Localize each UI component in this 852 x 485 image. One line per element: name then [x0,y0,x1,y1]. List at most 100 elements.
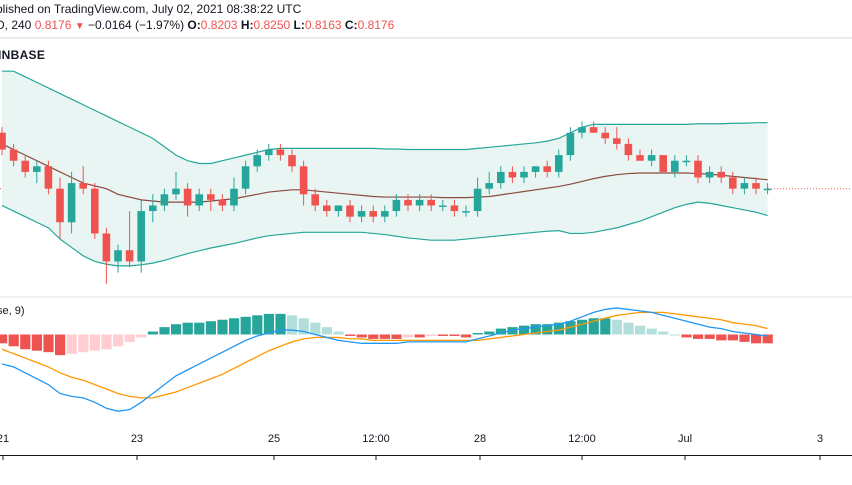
candle [566,127,575,161]
candle-body [450,205,459,212]
low-label: L: [293,18,305,32]
candle [647,149,656,167]
macd-histogram-bar [66,334,77,354]
candle-body [137,211,145,262]
low-value: 0.8163 [304,18,342,32]
macd-histogram-bar [391,334,402,339]
candles [0,121,772,284]
candle-body [601,132,609,139]
macd-histogram-bar [751,334,762,344]
candle-body [613,138,621,144]
macd-histogram-bar [635,325,646,335]
macd-histogram-bar [136,334,147,338]
candle-body [299,166,308,195]
macd-histogram-bar [55,334,66,356]
macd-histogram-bar [658,331,669,335]
candle [717,166,725,184]
candle-body [705,171,714,178]
macd-histogram-bar [565,321,576,335]
candle-body [0,132,6,150]
macd-histogram-bar [263,313,274,335]
macd-histogram-bar [426,334,437,336]
candle-body [114,250,122,262]
candle-body [740,183,749,189]
candle-body [566,132,575,156]
candle-body [404,199,412,206]
candle [369,205,377,223]
macd-histogram-bar [519,325,530,335]
candle [671,155,679,178]
candle [752,177,760,195]
macd-histogram-bar [577,319,588,335]
candle [67,171,76,234]
macd-histogram-bar [472,333,483,335]
macd-histogram-bar [553,322,564,335]
candle [44,160,53,195]
macd-histogram-bar [646,328,657,335]
candle [659,155,667,172]
candle-body [195,194,203,206]
macd-histogram-bar [43,334,54,353]
macd-histogram-bar [205,321,216,335]
candle [427,194,435,212]
macd-histogram-bar [356,334,367,338]
high-label: H: [240,18,254,32]
macd-histogram-bar [507,327,518,335]
candle [682,155,691,167]
candle [102,227,111,284]
macd-histogram-bar [101,334,112,350]
candle [230,177,238,212]
macd-histogram-bar [159,327,170,335]
candle-body [44,166,53,189]
macd-histogram-bar [31,334,42,351]
macd-histogram-bar [113,334,124,347]
candle-body [334,205,343,212]
macd-histogram-bar [368,334,379,339]
candle-body [647,155,656,161]
candle-body [183,188,192,206]
macd-histogram-bar [484,331,495,335]
candle-body [624,143,633,156]
macd-pane [0,307,773,412]
candle-body [682,160,691,163]
candle-body [671,160,679,172]
macd-histogram-bar [461,334,472,338]
candle-body [462,211,470,213]
candle-body [589,127,598,133]
candle-body [9,149,18,161]
candle-body [79,183,87,189]
candle-body [636,155,644,161]
candle [160,188,169,212]
candle [450,199,459,217]
macd-histogram-bar [333,331,344,335]
macd-histogram-bar [588,318,599,335]
candle [125,211,134,268]
macd-histogram-bar [20,334,31,350]
macd-histogram-bar [611,319,622,335]
macd-histogram-bar [716,334,727,341]
x-tick-label: 12:00 [362,433,390,445]
candle-body [276,149,285,156]
candle [299,160,308,206]
macd-histogram-bar [124,334,135,342]
candle [462,205,470,217]
macd-histogram-bar [530,324,541,335]
candle [555,149,563,178]
candle-body [172,188,180,195]
candle [195,188,203,212]
down-arrow-icon: ▼ [74,21,85,32]
candle [33,160,41,184]
candle [601,127,609,144]
band-fill [2,71,768,266]
x-axis-line [0,455,852,456]
macd-histogram-bar [669,334,680,336]
x-tick-label: 25 [268,433,280,445]
candle-body [763,188,772,191]
macd-histogram-bar [379,334,390,339]
macd-histogram-bar [449,334,460,336]
candle-body [311,194,319,206]
candle-body [125,250,134,262]
price-change: −0.0164 (−1.97%) [88,18,185,32]
candle-body [33,166,41,172]
